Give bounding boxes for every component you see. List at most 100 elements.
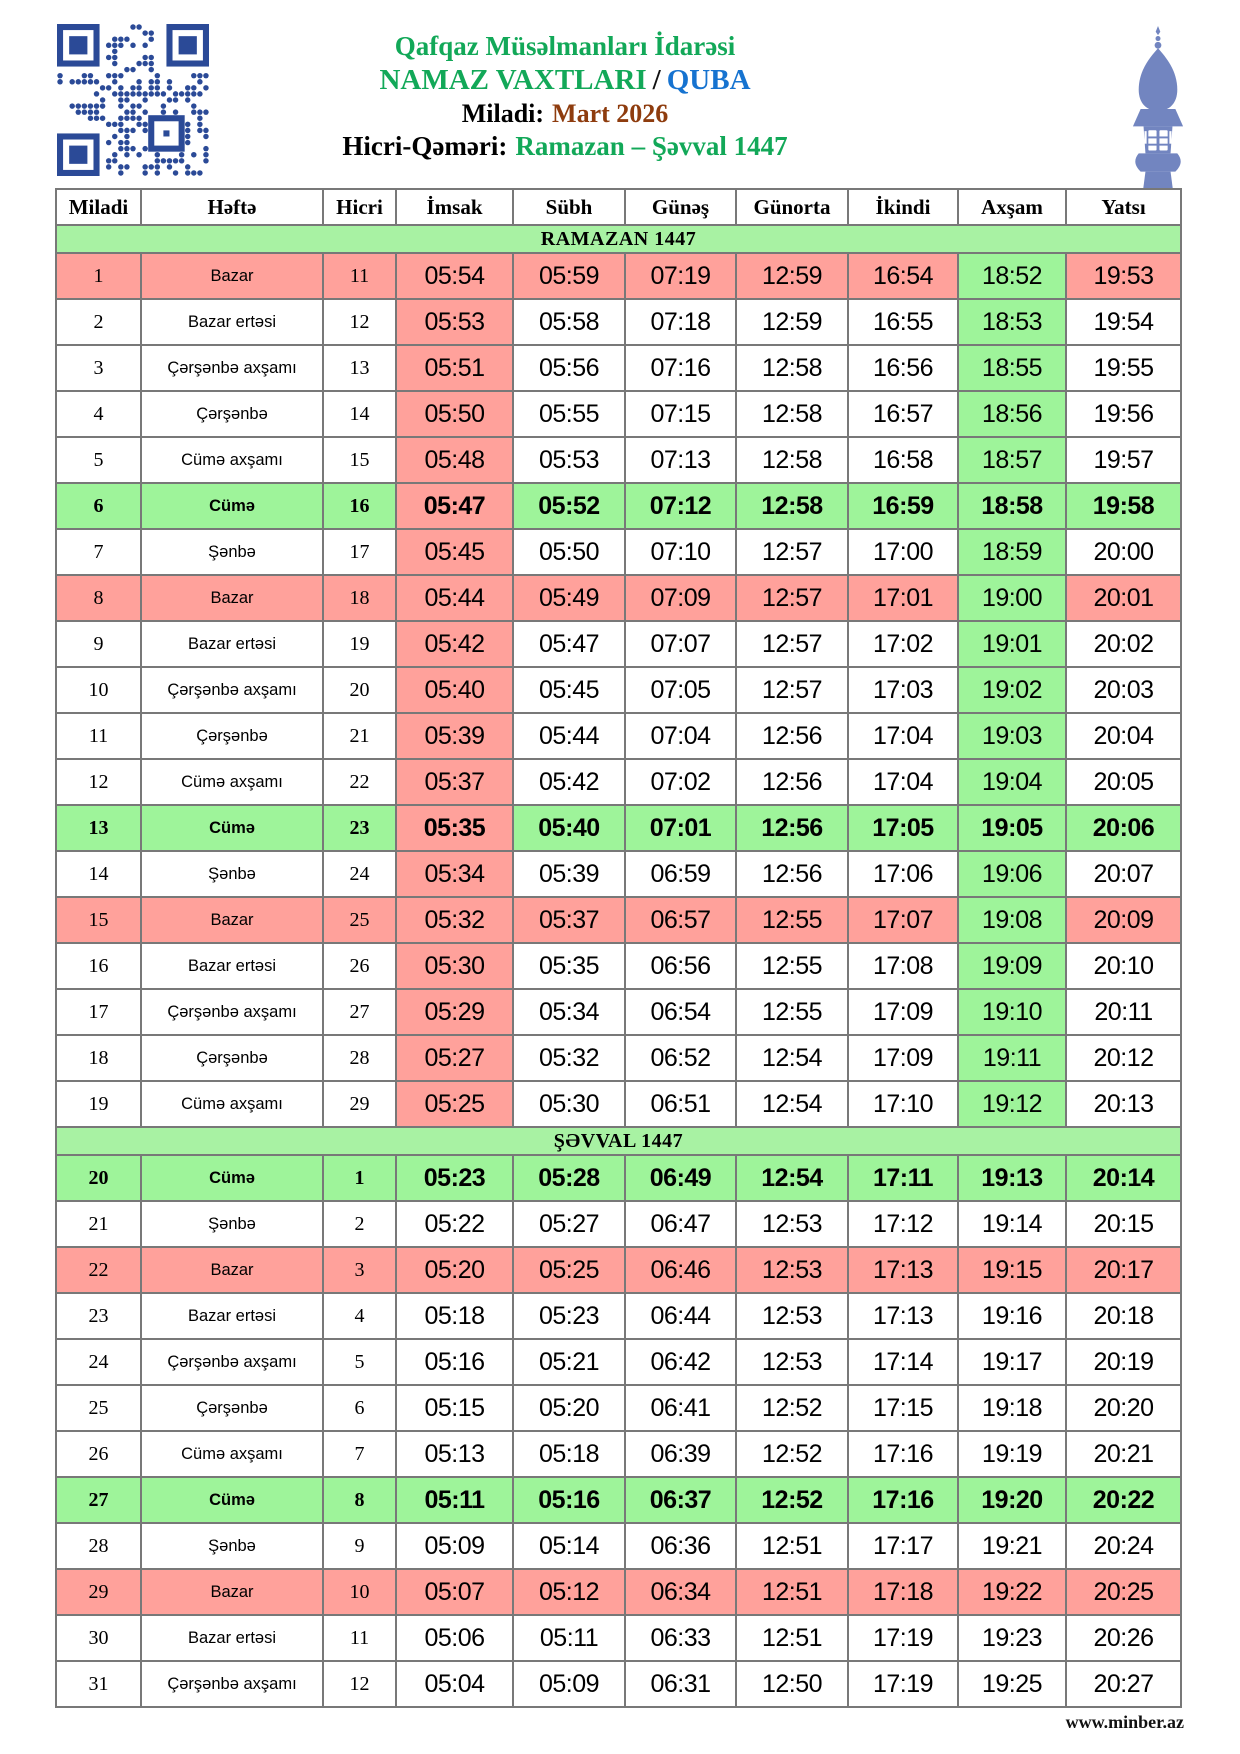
day-row: 20 Cümə 1 05:23 05:28 06:49 12:54 17:11 19:13 20:… bbox=[55, 1154, 1182, 1202]
cell-subh: 05:49 bbox=[512, 574, 626, 622]
cell-ikindi: 17:12 bbox=[847, 1200, 959, 1248]
cell-subh: 05:34 bbox=[512, 988, 626, 1036]
cell-ikindi: 17:19 bbox=[847, 1660, 959, 1708]
cell-ikindi: 17:10 bbox=[847, 1080, 959, 1128]
cell-hicri: 6 bbox=[322, 1384, 397, 1432]
cell-hefte: Cümə bbox=[140, 804, 324, 852]
cell-gunorta: 12:55 bbox=[735, 942, 849, 990]
cell-gunorta: 12:55 bbox=[735, 988, 849, 1036]
cell-subh: 05:39 bbox=[512, 850, 626, 898]
cell-gunes: 06:41 bbox=[624, 1384, 737, 1432]
cell-subh: 05:32 bbox=[512, 1034, 626, 1082]
cell-axsam: 19:01 bbox=[957, 620, 1067, 668]
cell-miladi: 28 bbox=[55, 1522, 142, 1570]
cell-gunes: 07:15 bbox=[624, 390, 737, 438]
cell-gunes: 07:18 bbox=[624, 298, 737, 346]
cell-miladi: 5 bbox=[55, 436, 142, 484]
cell-imsak: 05:13 bbox=[395, 1430, 514, 1478]
cell-hicri: 15 bbox=[322, 436, 397, 484]
cell-miladi: 6 bbox=[55, 482, 142, 530]
cell-axsam: 18:57 bbox=[957, 436, 1067, 484]
cell-ikindi: 16:56 bbox=[847, 344, 959, 392]
cell-miladi: 11 bbox=[55, 712, 142, 760]
cell-yatsi: 20:09 bbox=[1065, 896, 1182, 944]
cell-axsam: 19:03 bbox=[957, 712, 1067, 760]
day-row: 16 Bazar ertəsi 26 05:30 05:35 06:56 12:55 17:0… bbox=[55, 942, 1182, 990]
day-row: 19 Cümə axşamı 29 05:25 05:30 06:51 12:54 17:10… bbox=[55, 1080, 1182, 1128]
cell-gunorta: 12:50 bbox=[735, 1660, 849, 1708]
cell-gunorta: 12:56 bbox=[735, 804, 849, 852]
cell-subh: 05:37 bbox=[512, 896, 626, 944]
cell-imsak: 05:45 bbox=[395, 528, 514, 576]
cell-subh: 05:25 bbox=[512, 1246, 626, 1294]
cell-subh: 05:21 bbox=[512, 1338, 626, 1386]
column-header-imsak: İmsak bbox=[395, 188, 514, 226]
cell-hicri: 4 bbox=[322, 1292, 397, 1340]
day-row: 27 Cümə 8 05:11 05:16 06:37 12:52 17:16 19:20 20:… bbox=[55, 1476, 1182, 1524]
cell-yatsi: 19:55 bbox=[1065, 344, 1182, 392]
cell-subh: 05:47 bbox=[512, 620, 626, 668]
cell-gunorta: 12:54 bbox=[735, 1080, 849, 1128]
cell-gunorta: 12:53 bbox=[735, 1246, 849, 1294]
cell-miladi: 26 bbox=[55, 1430, 142, 1478]
column-header-ikindi: İkindi bbox=[847, 188, 959, 226]
cell-subh: 05:20 bbox=[512, 1384, 626, 1432]
cell-hefte: Bazar bbox=[140, 1246, 324, 1294]
cell-miladi: 2 bbox=[55, 298, 142, 346]
cell-ikindi: 17:14 bbox=[847, 1338, 959, 1386]
day-row: 9 Bazar ertəsi 19 05:42 05:47 07:07 12:57 17:02… bbox=[55, 620, 1182, 668]
cell-axsam: 19:17 bbox=[957, 1338, 1067, 1386]
cell-gunes: 07:07 bbox=[624, 620, 737, 668]
city-name: QUBA bbox=[666, 63, 751, 96]
cell-gunorta: 12:57 bbox=[735, 666, 849, 714]
day-row: 25 Çərşənbə 6 05:15 05:20 06:41 12:52 17:15 19:1… bbox=[55, 1384, 1182, 1432]
cell-miladi: 17 bbox=[55, 988, 142, 1036]
website-url: www.minber.az bbox=[1065, 1712, 1184, 1732]
cell-yatsi: 20:07 bbox=[1065, 850, 1182, 898]
cell-ikindi: 17:06 bbox=[847, 850, 959, 898]
cell-gunes: 06:36 bbox=[624, 1522, 737, 1570]
cell-hefte: Cümə bbox=[140, 1476, 324, 1524]
cell-ikindi: 17:04 bbox=[847, 758, 959, 806]
cell-gunes: 06:46 bbox=[624, 1246, 737, 1294]
cell-yatsi: 20:20 bbox=[1065, 1384, 1182, 1432]
day-row: 6 Cümə 16 05:47 05:52 07:12 12:58 16:59 18:58 19:… bbox=[55, 482, 1182, 530]
day-row: 11 Çərşənbə 21 05:39 05:44 07:04 12:56 17:04 19:… bbox=[55, 712, 1182, 760]
cell-imsak: 05:11 bbox=[395, 1476, 514, 1524]
cell-miladi: 3 bbox=[55, 344, 142, 392]
table-header-row: Miladi Həftə Hicri İmsak Sübh Günəş Günorta İki… bbox=[55, 188, 1182, 226]
cell-subh: 05:11 bbox=[512, 1614, 626, 1662]
cell-hefte: Bazar bbox=[140, 1568, 324, 1616]
miladi-value: Mart 2026 bbox=[552, 99, 669, 129]
cell-imsak: 05:07 bbox=[395, 1568, 514, 1616]
day-row: 23 Bazar ertəsi 4 05:18 05:23 06:44 12:53 17:13… bbox=[55, 1292, 1182, 1340]
day-row: 28 Şənbə 9 05:09 05:14 06:36 12:51 17:17 19:21 20… bbox=[55, 1522, 1182, 1570]
cell-ikindi: 17:00 bbox=[847, 528, 959, 576]
cell-imsak: 05:32 bbox=[395, 896, 514, 944]
gregorian-date-line: Miladi: Mart 2026 bbox=[185, 98, 945, 130]
cell-axsam: 19:25 bbox=[957, 1660, 1067, 1708]
cell-gunes: 07:10 bbox=[624, 528, 737, 576]
cell-subh: 05:35 bbox=[512, 942, 626, 990]
column-header-gunes: Günəş bbox=[624, 188, 737, 226]
cell-yatsi: 20:03 bbox=[1065, 666, 1182, 714]
cell-yatsi: 20:14 bbox=[1065, 1154, 1182, 1202]
cell-yatsi: 19:58 bbox=[1065, 482, 1182, 530]
cell-imsak: 05:27 bbox=[395, 1034, 514, 1082]
cell-miladi: 16 bbox=[55, 942, 142, 990]
cell-hicri: 26 bbox=[322, 942, 397, 990]
day-row: 2 Bazar ertəsi 12 05:53 05:58 07:18 12:59 16:55… bbox=[55, 298, 1182, 346]
cell-miladi: 27 bbox=[55, 1476, 142, 1524]
cell-yatsi: 20:17 bbox=[1065, 1246, 1182, 1294]
cell-axsam: 18:53 bbox=[957, 298, 1067, 346]
cell-hefte: Cümə axşamı bbox=[140, 1430, 324, 1478]
cell-imsak: 05:23 bbox=[395, 1154, 514, 1202]
cell-axsam: 19:16 bbox=[957, 1292, 1067, 1340]
cell-gunorta: 12:53 bbox=[735, 1200, 849, 1248]
cell-hicri: 21 bbox=[322, 712, 397, 760]
cell-gunorta: 12:52 bbox=[735, 1430, 849, 1478]
cell-imsak: 05:40 bbox=[395, 666, 514, 714]
cell-axsam: 18:52 bbox=[957, 252, 1067, 300]
cell-imsak: 05:04 bbox=[395, 1660, 514, 1708]
section-header-row: ŞƏVVAL 1447 bbox=[55, 1126, 1182, 1156]
